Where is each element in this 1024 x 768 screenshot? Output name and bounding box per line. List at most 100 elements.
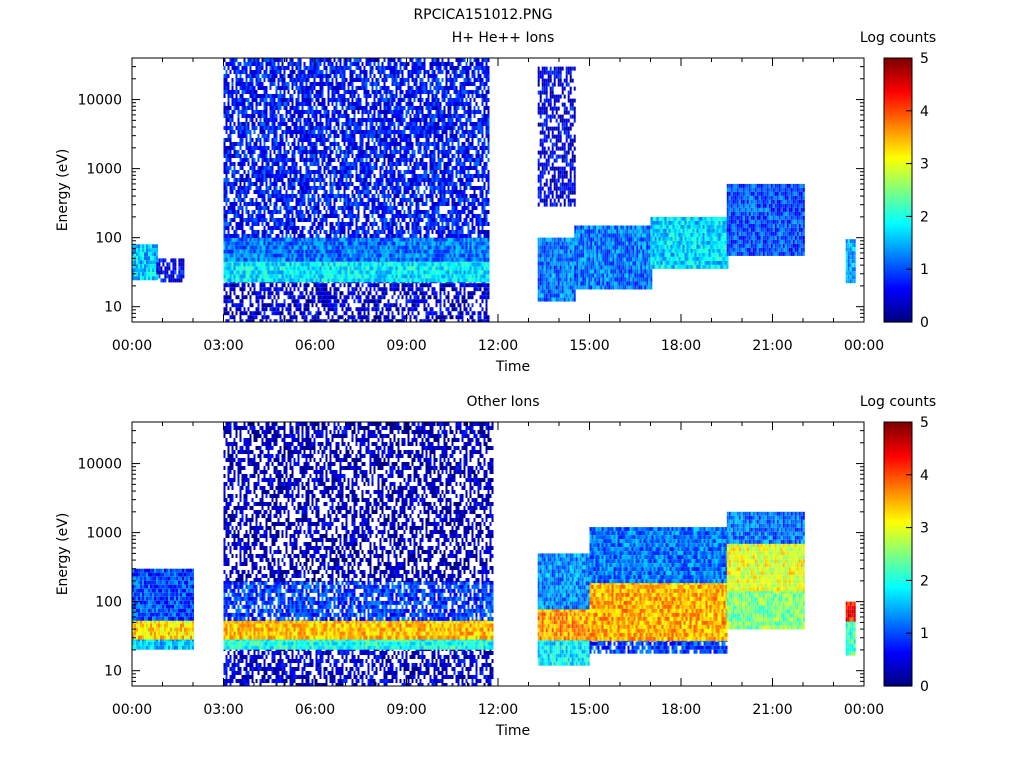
heatmap-cell bbox=[275, 66, 278, 70]
heatmap-cell bbox=[359, 170, 362, 174]
heatmap-cell bbox=[269, 114, 272, 118]
heatmap-cell bbox=[357, 299, 360, 304]
heatmap-cell bbox=[405, 270, 408, 275]
heatmap-cell bbox=[315, 262, 318, 267]
heatmap-cell bbox=[275, 283, 278, 288]
heatmap-cell bbox=[241, 142, 244, 146]
heatmap-cell bbox=[289, 58, 292, 62]
heatmap-cell bbox=[285, 249, 288, 254]
heatmap-cell bbox=[315, 62, 318, 66]
heatmap-cell bbox=[343, 166, 346, 170]
heatmap-cell bbox=[259, 266, 262, 271]
heatmap-cell bbox=[158, 266, 161, 271]
heatmap-cell bbox=[162, 262, 165, 267]
heatmap-cell bbox=[309, 186, 312, 190]
heatmap-cell bbox=[295, 315, 298, 320]
heatmap-cell bbox=[411, 278, 414, 283]
heatmap-cell bbox=[331, 166, 334, 170]
heatmap-cell bbox=[451, 249, 454, 254]
heatmap-cell bbox=[245, 266, 248, 271]
heatmap-cell bbox=[307, 130, 310, 134]
heatmap-cell bbox=[227, 198, 230, 202]
heatmap-cell bbox=[355, 78, 358, 82]
heatmap-cell bbox=[323, 291, 326, 296]
heatmap-cell bbox=[317, 174, 320, 178]
heatmap-cell bbox=[415, 287, 418, 292]
heatmap-cell bbox=[243, 98, 246, 102]
heatmap-cell bbox=[315, 142, 318, 146]
heatmap-cell bbox=[451, 315, 454, 320]
heatmap-cell bbox=[291, 86, 294, 90]
heatmap-cell bbox=[263, 110, 266, 114]
heatmap-cell bbox=[353, 94, 356, 98]
heatmap-cell bbox=[239, 311, 242, 316]
heatmap-cell bbox=[431, 249, 434, 254]
heatmap-cell bbox=[271, 245, 274, 250]
heatmap-cell bbox=[481, 291, 484, 296]
heatmap-cell bbox=[225, 241, 228, 246]
heatmap-cell bbox=[227, 158, 230, 162]
heatmap-cell bbox=[293, 114, 296, 118]
heatmap-cell bbox=[419, 278, 422, 283]
heatmap-cell bbox=[423, 274, 426, 279]
heatmap-cell bbox=[359, 237, 362, 242]
heatmap-cell bbox=[247, 319, 250, 322]
heatmap-cell bbox=[483, 315, 486, 320]
heatmap-cell bbox=[331, 226, 334, 230]
heatmap-cell bbox=[447, 278, 450, 283]
heatmap-cell bbox=[375, 253, 378, 258]
heatmap-cell bbox=[136, 272, 138, 277]
heatmap-cell bbox=[313, 230, 316, 234]
heatmap-cell bbox=[241, 237, 244, 242]
heatmap-cell bbox=[247, 142, 250, 146]
heatmap-cell bbox=[451, 266, 454, 271]
heatmap-cell bbox=[431, 253, 434, 258]
heatmap-cell bbox=[347, 262, 350, 267]
heatmap-cell bbox=[269, 307, 272, 312]
heatmap-cell bbox=[485, 237, 488, 242]
heatmap-cell bbox=[443, 237, 446, 242]
heatmap-cell bbox=[263, 70, 266, 74]
heatmap-cell bbox=[433, 249, 436, 254]
heatmap-cell bbox=[225, 90, 228, 94]
heatmap-cell bbox=[405, 257, 408, 262]
heatmap-cell bbox=[275, 142, 278, 146]
heatmap-cell bbox=[475, 241, 478, 246]
heatmap-cell bbox=[225, 270, 228, 275]
heatmap-cell bbox=[333, 274, 336, 279]
heatmap-cell bbox=[317, 315, 320, 320]
heatmap-cell bbox=[227, 299, 230, 304]
heatmap-cell bbox=[299, 154, 302, 158]
heatmap-cell bbox=[247, 58, 250, 62]
heatmap-cell bbox=[140, 244, 142, 249]
heatmap-cell bbox=[325, 253, 328, 258]
heatmap-cell bbox=[469, 283, 472, 288]
heatmap-cell bbox=[409, 257, 412, 262]
heatmap-cell bbox=[257, 234, 260, 238]
heatmap-cell bbox=[257, 78, 260, 82]
heatmap-cell bbox=[245, 98, 248, 102]
heatmap-cell bbox=[403, 287, 406, 292]
heatmap-cell bbox=[425, 262, 428, 267]
heatmap-cell bbox=[275, 262, 278, 267]
heatmap-cell bbox=[259, 206, 262, 210]
heatmap-cell bbox=[146, 256, 148, 261]
heatmap-cell bbox=[315, 245, 318, 250]
heatmap-cell bbox=[237, 102, 240, 106]
heatmap-cell bbox=[255, 66, 258, 70]
heatmap-cell bbox=[273, 78, 276, 82]
heatmap-cell bbox=[303, 266, 306, 271]
heatmap-cell bbox=[401, 262, 404, 267]
heatmap-cell bbox=[307, 122, 310, 126]
heatmap-cell bbox=[251, 158, 254, 162]
heatmap-cell bbox=[375, 278, 378, 283]
heatmap-cell bbox=[319, 130, 322, 134]
heatmap-cell bbox=[271, 146, 274, 150]
heatmap-cell bbox=[227, 278, 230, 283]
heatmap-cell bbox=[317, 299, 320, 304]
heatmap-cell bbox=[319, 278, 322, 283]
heatmap-cell bbox=[447, 262, 450, 267]
heatmap-cell bbox=[327, 114, 330, 118]
heatmap-cell bbox=[261, 270, 264, 275]
heatmap-cell bbox=[351, 206, 354, 210]
